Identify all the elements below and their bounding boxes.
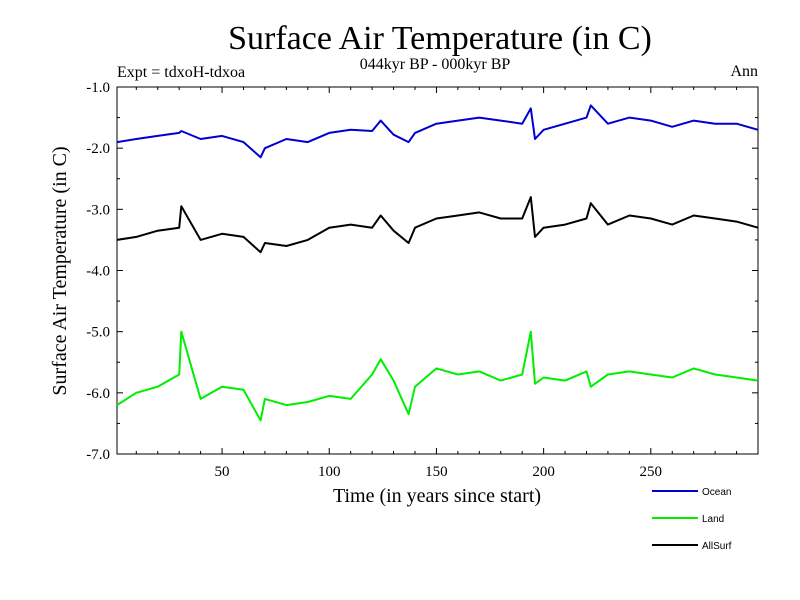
x-tick-label: 200	[532, 464, 555, 480]
x-axis-label: Time (in years since start)	[333, 485, 541, 507]
legend-label-allsurf: AllSurf	[702, 541, 732, 552]
legend-label-land: Land	[702, 514, 724, 525]
experiment-label: Expt = tdxoH-tdxoa	[117, 64, 245, 81]
x-tick-label: 150	[425, 464, 448, 480]
x-tick-label: 50	[215, 464, 230, 480]
series-line-allsurf	[116, 196, 759, 254]
chart-subtitle: 044kyr BP - 000kyr BP	[360, 56, 511, 73]
y-tick-label: -6.0	[86, 386, 110, 402]
y-tick-label: -1.0	[86, 80, 110, 96]
y-tick-label: -2.0	[86, 141, 110, 157]
y-axis-label: Surface Air Temperature (in C)	[49, 146, 71, 395]
y-tick-label: -4.0	[86, 264, 110, 280]
y-tick-label: -3.0	[86, 202, 110, 218]
y-tick-label: -5.0	[86, 325, 110, 341]
chart-title: Surface Air Temperature (in C)	[228, 20, 652, 57]
series-line-ocean	[116, 104, 759, 159]
plot-frame	[116, 86, 759, 455]
x-tick-label: 100	[318, 464, 341, 480]
series-line-land	[116, 330, 759, 422]
season-label: Ann	[730, 63, 758, 80]
plot-layer: -1.0 -2.0 -3.0 -4.0 -5.0 -6.0 -7.0 50 100 150 200 2…	[86, 80, 759, 552]
x-tick-label: 250	[640, 464, 663, 480]
legend-label-ocean: Ocean	[702, 487, 731, 498]
y-tick-label: -7.0	[86, 447, 110, 463]
